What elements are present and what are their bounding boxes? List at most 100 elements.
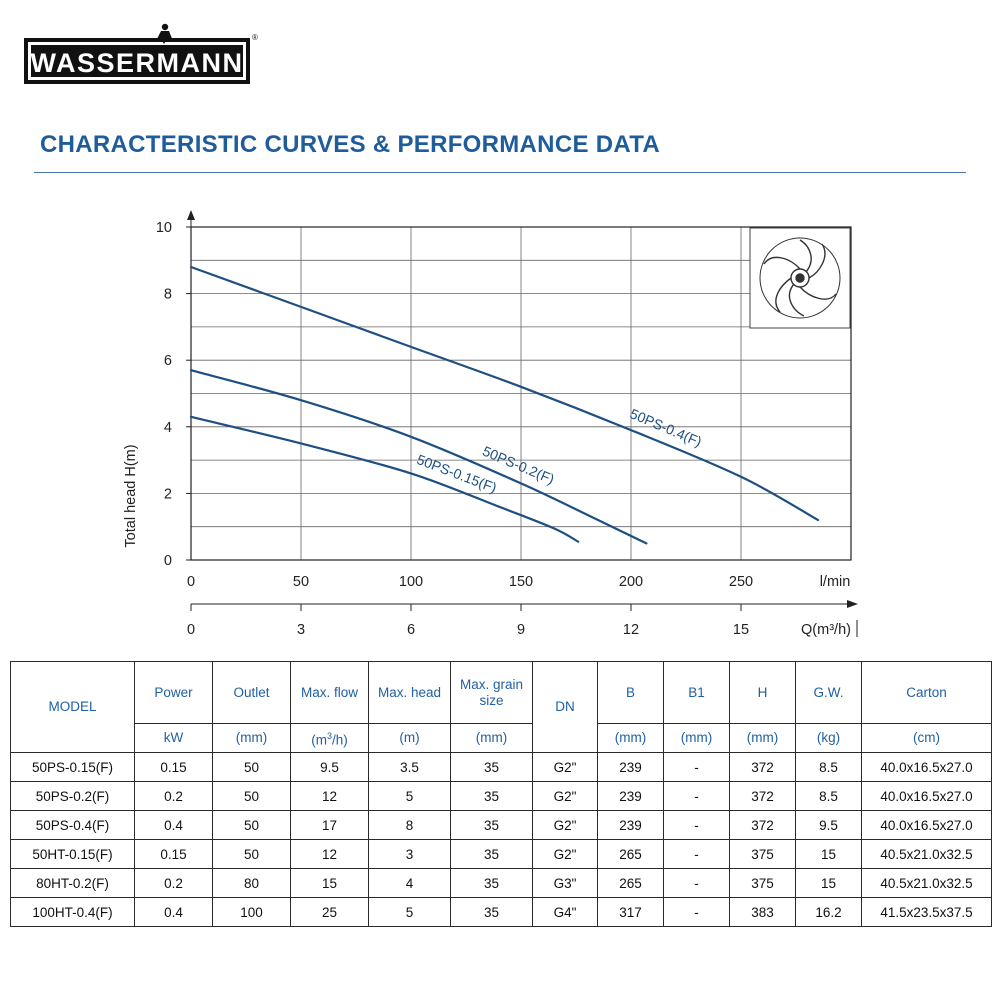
- table-cell: 372: [729, 781, 796, 811]
- table-cell: 41.5x23.5x37.5: [861, 897, 992, 927]
- table-cell: 3: [368, 839, 451, 869]
- table-cell: 383: [729, 897, 796, 927]
- table-cell: 50PS-0.4(F): [10, 810, 135, 840]
- curve-1: [189, 265, 820, 522]
- table-cell: G2": [532, 752, 598, 782]
- unit-gw: (kg): [795, 723, 862, 753]
- table-cell: 35: [450, 868, 533, 898]
- table-cell: 0.4: [134, 897, 213, 927]
- table-cell: 265: [597, 839, 664, 869]
- table-cell: -: [663, 868, 730, 898]
- x2-axis-label: Q(m³/h): [801, 622, 851, 638]
- unit-power: kW: [134, 723, 213, 753]
- curve-2: [189, 369, 648, 545]
- table-cell: 100: [212, 897, 291, 927]
- y-tick-label: 2: [164, 486, 172, 502]
- table-cell: 40.0x16.5x27.0: [861, 810, 992, 840]
- x-tick-label: 0: [187, 574, 195, 590]
- col-max-grain: Max. grain size: [450, 661, 533, 724]
- table-cell: 239: [597, 810, 664, 840]
- x2-tick-label: 6: [407, 622, 415, 638]
- table-cell: 12: [290, 839, 369, 869]
- table-cell: 239: [597, 781, 664, 811]
- x-tick-label: 100: [399, 574, 423, 590]
- table-cell: 8: [368, 810, 451, 840]
- table-cell: 80: [212, 868, 291, 898]
- table-row: 50PS-0.2(F) 0.2 50 12 5 35 G2" 239-372 8.5 40.0x1…: [10, 781, 992, 811]
- unit-h: (mm): [729, 723, 796, 753]
- table-cell: 50: [212, 781, 291, 811]
- table-cell: 50HT-0.15(F): [10, 839, 135, 869]
- table-row: 50PS-0.4(F) 0.4 50 17 8 35 G2" 239-372 9.5 40.0x1…: [10, 810, 992, 840]
- table-cell: G2": [532, 839, 598, 869]
- table-cell: 15: [795, 868, 862, 898]
- title-divider: [34, 172, 966, 173]
- col-outlet: Outlet: [212, 661, 291, 724]
- col-max-grain-line2: size: [479, 692, 504, 708]
- table-cell: 0.15: [134, 839, 213, 869]
- table-cell: 50: [212, 839, 291, 869]
- table-cell: -: [663, 810, 730, 840]
- col-max-flow: Max. flow: [290, 661, 369, 724]
- col-b1: B1: [663, 661, 730, 724]
- table-cell: 100HT-0.4(F): [10, 897, 135, 927]
- col-b: B: [597, 661, 664, 724]
- table-cell: 9.5: [795, 810, 862, 840]
- brand-name: WASSERMANN: [30, 48, 243, 78]
- table-cell: 375: [729, 868, 796, 898]
- table-cell: 35: [450, 839, 533, 869]
- table-cell: 5: [368, 897, 451, 927]
- table-cell: 372: [729, 810, 796, 840]
- table-cell: -: [663, 839, 730, 869]
- table-cell: 0.4: [134, 810, 213, 840]
- x-tick-label: 150: [509, 574, 533, 590]
- table-cell: 375: [729, 839, 796, 869]
- y-axis-arrow-icon: [187, 210, 195, 220]
- brand-logo: WASSERMANN ®: [24, 23, 258, 84]
- y-tick-label: 0: [164, 553, 172, 569]
- unit-max-head: (m): [368, 723, 451, 753]
- table-cell: G4": [532, 897, 598, 927]
- table-row: 50HT-0.15(F) 0.15 50 12 3 35 G2" 265-375 15 40.5x…: [10, 839, 992, 869]
- table-cell: 0.2: [134, 868, 213, 898]
- table-cell: 15: [795, 839, 862, 869]
- table-cell: 40.0x16.5x27.0: [861, 752, 992, 782]
- x-tick-label: 50: [293, 574, 309, 590]
- x2-tick-label: 3: [297, 622, 305, 638]
- table-cell: 40.5x21.0x32.5: [861, 839, 992, 869]
- unit-b1: (mm): [663, 723, 730, 753]
- unit-carton: (cm): [861, 723, 992, 753]
- table-cell: 5: [368, 781, 451, 811]
- table-row: 80HT-0.2(F) 0.2 80 15 4 35 G3" 265-375 15 40.5x21…: [10, 868, 992, 898]
- x2-axis-arrow-icon: [847, 600, 858, 608]
- unit-max-grain: (mm): [450, 723, 533, 753]
- x2-tick-label: 0: [187, 622, 195, 638]
- table-cell: 50PS-0.2(F): [10, 781, 135, 811]
- table-cell: 0.2: [134, 781, 213, 811]
- table-cell: 17: [290, 810, 369, 840]
- table-row: 100HT-0.4(F) 0.4 100 25 5 35 G4" 317-383 16.2 41.…: [10, 897, 992, 927]
- table-cell: 317: [597, 897, 664, 927]
- table-cell: 0.15: [134, 752, 213, 782]
- performance-table: MODEL Power Outlet Max. flow Max. head M…: [10, 661, 992, 927]
- table-cell: 3.5: [368, 752, 451, 782]
- table-cell: 40.0x16.5x27.0: [861, 781, 992, 811]
- x-tick-labels: 0 50 100 150 200 250: [187, 574, 753, 590]
- col-model: MODEL: [10, 661, 135, 753]
- unit-b: (mm): [597, 723, 664, 753]
- unit-max-flow: (m3/h): [290, 723, 369, 753]
- table-cell: 372: [729, 752, 796, 782]
- table-cell: 35: [450, 897, 533, 927]
- x2-tick-label: 12: [623, 622, 639, 638]
- table-cell: 8.5: [795, 752, 862, 782]
- table-cell: 265: [597, 868, 664, 898]
- page-title: CHARACTERISTIC CURVES & PERFORMANCE DATA: [40, 131, 661, 158]
- table-cell: 9.5: [290, 752, 369, 782]
- table-cell: 12: [290, 781, 369, 811]
- y-tick-label: 8: [164, 287, 172, 303]
- table-cell: 80HT-0.2(F): [10, 868, 135, 898]
- table-cell: 50: [212, 810, 291, 840]
- table-cell: 4: [368, 868, 451, 898]
- table-cell: G3": [532, 868, 598, 898]
